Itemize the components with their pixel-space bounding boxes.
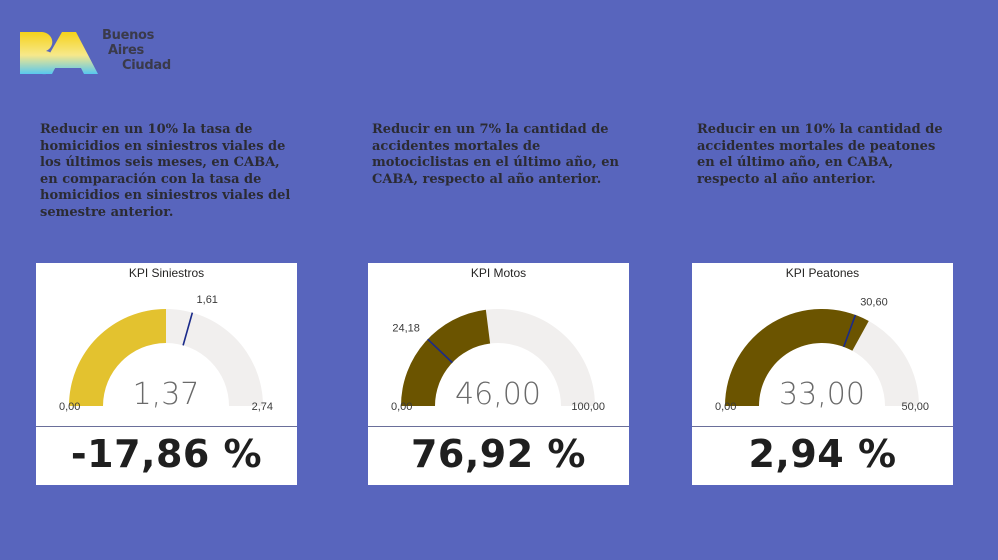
gauge-fill — [401, 309, 491, 406]
target-needle — [182, 312, 194, 346]
logo-wordmark: Buenos Aires Ciudad — [102, 28, 171, 73]
logo-line-buenos: Buenos — [102, 28, 155, 43]
goal-text-siniestros: Reducir en un 10% la tasa de homicidios … — [40, 122, 291, 220]
target-needle — [842, 314, 857, 348]
goal-text-peatones: Reducir en un 10% la cantidad de acciden… — [697, 122, 943, 187]
card-divider — [368, 426, 629, 427]
max-label: 2,74 — [252, 401, 273, 413]
min-label: 0,00 — [59, 401, 80, 413]
gauge-chart[interactable]: 24,18 46,00 0,00 100,00 — [368, 263, 629, 426]
kpi-card-motos[interactable]: KPI Motos 24,18 46,00 0,00 100,00 76,92 % — [368, 263, 629, 485]
gauge-fill — [725, 309, 869, 406]
gauge-fill — [69, 309, 166, 406]
target-label: 24,18 — [392, 323, 420, 335]
logo-line-aires: Aires — [108, 43, 144, 58]
card-divider — [692, 426, 953, 427]
target-label: 1,61 — [197, 294, 218, 306]
gauge-chart[interactable]: 30,60 33,00 0,00 50,00 — [692, 263, 953, 426]
kpi-percentage: 2,94 % — [748, 432, 897, 476]
max-label: 50,00 — [901, 401, 929, 413]
target-label: 30,60 — [860, 296, 888, 308]
gauge-chart[interactable]: 1,61 1,37 0,00 2,74 — [36, 263, 297, 426]
ba-logo-mark: BA — [20, 26, 98, 75]
target-needle — [427, 338, 453, 364]
gauge-value: 1,37 — [133, 377, 200, 412]
card-title: KPI Siniestros — [128, 266, 205, 280]
gauge-value: 46,00 — [455, 377, 541, 412]
kpi-card-siniestros[interactable]: KPI Siniestros 1,61 1,37 0,00 2,74 -17,86 % — [36, 263, 297, 485]
kpi-percentage: 76,92 % — [410, 432, 586, 476]
card-title: KPI Motos — [470, 266, 527, 280]
buenos-aires-logo: BA Buenos Aires Ciudad — [18, 26, 178, 78]
gauge-value: 33,00 — [779, 377, 865, 412]
max-label: 100,00 — [571, 401, 605, 413]
min-label: 0,00 — [715, 401, 736, 413]
card-divider — [36, 426, 297, 427]
card-title: KPI Peatones — [785, 266, 860, 280]
logo-line-ciudad: Ciudad — [122, 58, 171, 73]
min-label: 0,00 — [391, 401, 412, 413]
goal-text-motos: Reducir en un 7% la cantidad de accident… — [372, 122, 619, 187]
kpi-percentage: -17,86 % — [70, 432, 263, 476]
svg-text:BA: BA — [40, 26, 42, 27]
kpi-card-peatones[interactable]: KPI Peatones 30,60 33,00 0,00 50,00 2,94 % — [692, 263, 953, 485]
